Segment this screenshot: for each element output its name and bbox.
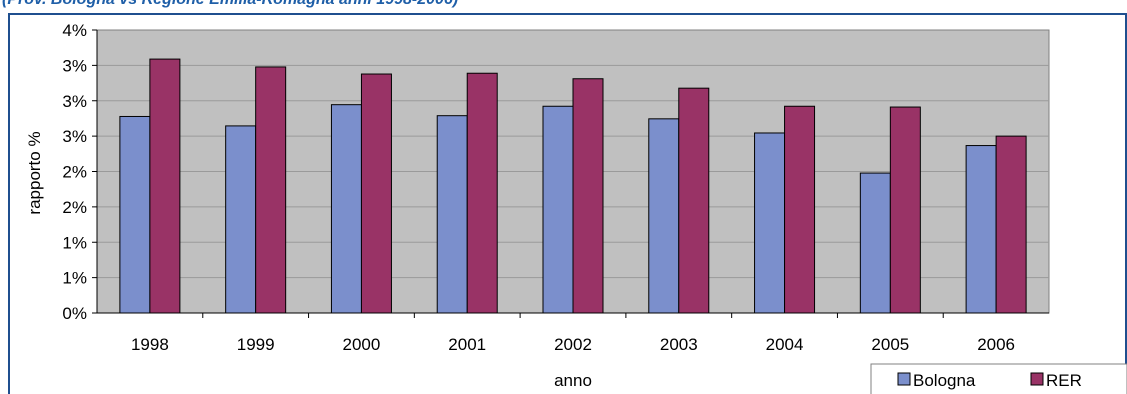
x-tick-label: 2005 bbox=[871, 335, 909, 354]
y-axis-label: rapporto % bbox=[25, 131, 44, 214]
y-tick-label: 3% bbox=[62, 92, 87, 111]
bar-rer-2000 bbox=[360, 73, 392, 314]
legend-swatch-rer bbox=[1030, 372, 1044, 386]
legend: Bologna RER bbox=[870, 363, 1127, 394]
x-tick-label: 2001 bbox=[448, 335, 486, 354]
x-tick-labels: 1998 1999 2000 2001 2002 2003 2004 2005 2006 bbox=[131, 313, 1015, 354]
bar-bologna-1998 bbox=[119, 115, 151, 314]
bar-bologna-2002 bbox=[542, 105, 574, 314]
y-tick-label: 1% bbox=[62, 269, 87, 288]
bar-rer-1998 bbox=[149, 58, 181, 314]
y-tick-labels: 0% 1% 1% 2% 2% 3% 3% 3% 4% bbox=[62, 21, 97, 323]
bar-bologna-2006 bbox=[965, 145, 997, 314]
y-tick-label: 2% bbox=[62, 198, 87, 217]
legend-label-bologna: Bologna bbox=[913, 371, 976, 390]
legend-label-rer: RER bbox=[1046, 371, 1082, 390]
y-tick-label: 1% bbox=[62, 233, 87, 252]
x-tick-label: 2003 bbox=[660, 335, 698, 354]
bar-bologna-1999 bbox=[225, 125, 257, 314]
bar-rer-2005 bbox=[889, 106, 921, 314]
x-tick-label: 1998 bbox=[131, 335, 169, 354]
bar-bologna-2000 bbox=[330, 104, 362, 314]
bar-rer-1999 bbox=[255, 66, 287, 314]
bar-bologna-2001 bbox=[436, 115, 468, 314]
chart-frame bbox=[8, 13, 1127, 394]
chart-title: (Prov. Bologna vs Regione Emilia-Romagna… bbox=[2, 0, 1102, 11]
y-tick-label: 2% bbox=[62, 163, 87, 182]
bar-rer-2003 bbox=[678, 87, 710, 314]
legend-box bbox=[870, 363, 1127, 394]
x-tick-label: 1999 bbox=[237, 335, 275, 354]
y-tick-label: 3% bbox=[62, 56, 87, 75]
x-tick-label: 2002 bbox=[554, 335, 592, 354]
legend-swatch-bologna bbox=[897, 372, 911, 386]
bar-rer-2004 bbox=[784, 105, 816, 314]
bar-bologna-2004 bbox=[754, 132, 786, 314]
bar-rer-2002 bbox=[572, 78, 604, 314]
x-axis-label: anno bbox=[554, 371, 592, 390]
bars bbox=[119, 58, 1027, 314]
x-tick-label: 2000 bbox=[343, 335, 381, 354]
bar-bologna-2003 bbox=[648, 118, 680, 314]
x-tick-label: 2006 bbox=[977, 335, 1015, 354]
y-tick-label: 4% bbox=[62, 21, 87, 40]
bar-bologna-2005 bbox=[859, 172, 891, 314]
y-tick-label: 3% bbox=[62, 127, 87, 146]
bar-rer-2006 bbox=[995, 135, 1027, 314]
y-tick-label: 0% bbox=[62, 304, 87, 323]
x-tick-label: 2004 bbox=[766, 335, 804, 354]
bar-rer-2001 bbox=[466, 72, 498, 314]
